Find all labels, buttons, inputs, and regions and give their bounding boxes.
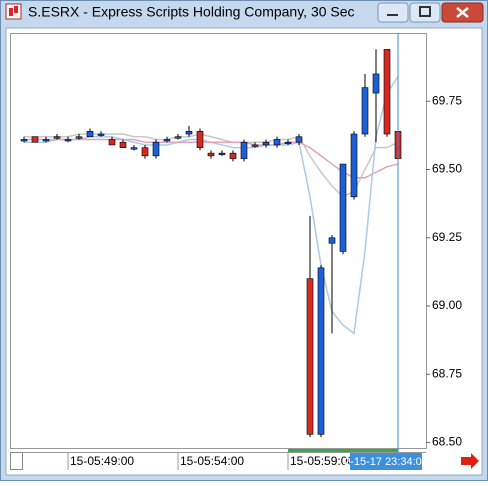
x-tick-label: 15-05:59:00 xyxy=(290,454,354,468)
candle-body xyxy=(108,139,116,146)
moving-average-line xyxy=(24,138,399,179)
candle-body xyxy=(273,139,281,146)
window-icon xyxy=(5,3,22,20)
moving-average-line xyxy=(24,133,399,198)
candle-body xyxy=(240,141,248,159)
y-tick-label: 68.50 xyxy=(432,435,462,449)
candle-body xyxy=(75,136,83,139)
candle-body xyxy=(284,141,292,145)
candle-body xyxy=(361,87,369,135)
y-tick-label: 69.50 xyxy=(432,162,462,176)
scroll-box[interactable] xyxy=(10,452,23,470)
crosshair-label-box xyxy=(350,453,422,470)
candle-body xyxy=(97,133,105,136)
close-icon xyxy=(456,7,469,18)
y-tick-label: 69.25 xyxy=(432,230,462,244)
candle-body xyxy=(350,133,358,198)
plot-area xyxy=(10,33,427,449)
candle-body xyxy=(306,278,314,435)
crosshair-label: 2-15-17 23:34:00 xyxy=(344,456,428,468)
window-title: S.ESRX - Express Scripts Holding Company… xyxy=(28,4,355,20)
candle-body xyxy=(119,141,127,148)
candle-body xyxy=(141,147,149,157)
candle-body xyxy=(262,141,270,146)
restore-button[interactable] xyxy=(409,2,441,23)
x-tick-label: 15-05:49:00 xyxy=(70,454,134,468)
candle-body xyxy=(339,163,347,252)
window-icon-bar xyxy=(14,6,18,13)
candle-body xyxy=(295,136,303,143)
candle-body xyxy=(42,139,50,142)
candle-body xyxy=(31,136,39,143)
x-tick-label: 15-05:54:00 xyxy=(180,454,244,468)
candle-body xyxy=(163,139,171,142)
candle-body xyxy=(372,73,380,94)
candle-body xyxy=(20,139,28,142)
scroll-right-arrow[interactable] xyxy=(461,453,479,469)
candle-body xyxy=(207,152,215,157)
candle-body xyxy=(64,139,72,142)
restore-icon xyxy=(419,6,431,17)
candle-body xyxy=(317,267,325,435)
candle-body xyxy=(174,136,182,139)
selection-bar xyxy=(288,449,398,452)
candle-body xyxy=(218,152,226,155)
minimize-button[interactable] xyxy=(377,2,409,23)
candle-body xyxy=(152,141,160,157)
window-icon-bar xyxy=(9,8,13,16)
candle-body xyxy=(328,237,336,244)
candle-body xyxy=(229,152,237,159)
y-tick-label: 68.75 xyxy=(432,366,462,380)
candle-body xyxy=(251,144,259,147)
candle-body xyxy=(86,130,94,138)
y-tick-label: 69.75 xyxy=(432,93,462,107)
candle-body xyxy=(53,136,61,139)
candle-body xyxy=(185,130,193,135)
candle-body xyxy=(196,130,204,148)
candle-body xyxy=(383,49,391,135)
y-tick-label: 69.00 xyxy=(432,298,462,312)
candle-body xyxy=(130,147,138,150)
